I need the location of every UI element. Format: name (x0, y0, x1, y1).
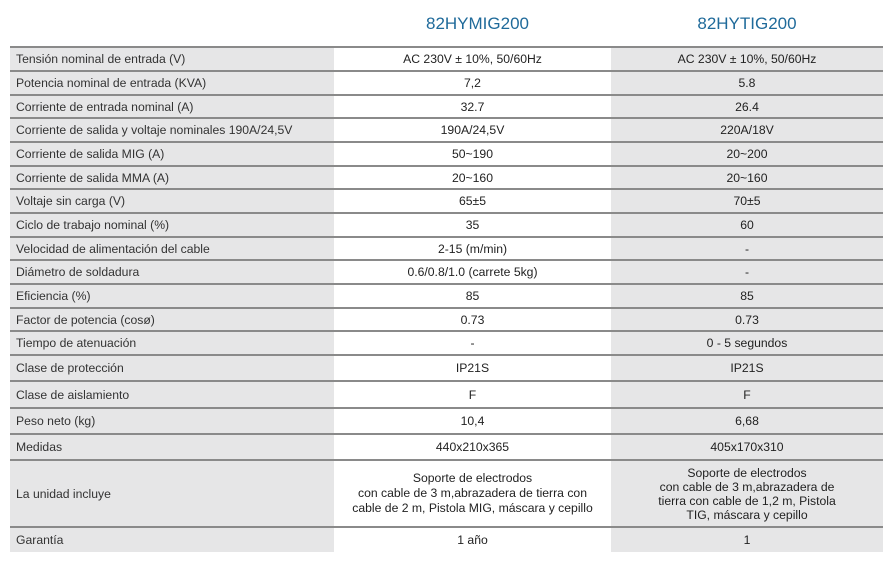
model-a-value: 1 año (334, 526, 611, 552)
model-b-value: - (611, 236, 883, 260)
model-a-value: - (334, 330, 611, 355)
model-b-value: 85 (611, 283, 883, 308)
table-row: Tiempo de atenuación -0 - 5 segundos (10, 330, 883, 355)
spec-label: Velocidad de alimentación del cable (10, 236, 334, 260)
model-b-heading: 82HYTIG200 (697, 14, 797, 33)
model-b-value: - (611, 259, 883, 284)
table-row: Ciclo de trabajo nominal (%) 35 60 (10, 212, 883, 237)
model-a-value: 20~160 (334, 165, 611, 189)
model-a-value: 440x210x365 (334, 433, 611, 460)
spec-label: Corriente de salida MIG (A) (10, 141, 334, 166)
spec-label: Clase de aislamiento (10, 380, 334, 408)
model-b-value: 20~200 (611, 141, 883, 166)
model-a-value: 35 (334, 212, 611, 237)
table-row: Clase de protección IP21S IP21S (10, 354, 883, 381)
spec-label: Medidas (10, 433, 334, 460)
model-a-value: 2-15 (m/min) (334, 236, 611, 260)
spec-label: Corriente de salida MMA (A) (10, 165, 334, 189)
model-a-value: 32.7 (334, 94, 611, 118)
value-line: con cable de 3 m,abrazadera de (659, 479, 835, 494)
value-line: Soporte de electrodos (412, 471, 533, 485)
model-a-value: F (334, 380, 611, 408)
model-a-value: IP21S (334, 354, 611, 381)
table-row: Clase de aislamiento F F (10, 380, 883, 408)
value-line: cable de 2 m, Pistola MIG, máscara y cep… (352, 501, 593, 515)
model-b-value: 20~160 (611, 165, 883, 189)
table-row: Corriente de salida y voltaje nominales … (10, 117, 883, 142)
model-b-value: 0 - 5 segundos (611, 330, 883, 355)
value-line: TIG, máscara y cepillo (686, 507, 808, 522)
table-row: Diámetro de soldadura 0.6/0.8/1.0 (carret… (10, 259, 883, 284)
model-a-value: 190A/24,5V (334, 117, 611, 142)
model-a-value: 85 (334, 283, 611, 308)
spec-label: Peso neto (kg) (10, 407, 334, 434)
model-b-value: 1 (611, 526, 883, 552)
model-b-value: AC 230V ± 10%, 50/60Hz (611, 46, 883, 71)
table-row: Corriente de entrada nominal (A) 32.7 26.4 (10, 94, 883, 118)
table-row: Peso neto (kg) 10,4 6,68 (10, 407, 883, 434)
model-b-value: 6,68 (611, 407, 883, 434)
model-a-value: 65±5 (334, 188, 611, 213)
model-b-value: 405x170x310 (611, 433, 883, 460)
model-b-value: 220A/18V (611, 117, 883, 142)
value-line: tierra con cable de 1,2 m, Pistola (658, 493, 836, 508)
model-b-value: IP21S (611, 354, 883, 381)
table-row: Velocidad de alimentación del cable 2-15 … (10, 236, 883, 260)
model-a-heading: 82HYMIG200 (426, 14, 529, 33)
table-row: Factor de potencia (cosø) 0.73 0.73 (10, 307, 883, 331)
model-b-value: Soporte de electrodos con cable de 3 m,ab… (611, 459, 883, 527)
table-row: Tensión nominal de entrada (V) AC 230V ± … (10, 46, 883, 71)
spec-label: Garantía (10, 526, 334, 552)
model-b-value: 5.8 (611, 70, 883, 95)
table-row: Corriente de salida MIG (A) 50~190 20~200 (10, 141, 883, 166)
model-a-value: 0.73 (334, 307, 611, 331)
table-row: Medidas 440x210x365 405x170x310 (10, 433, 883, 460)
model-a-value: AC 230V ± 10%, 50/60Hz (334, 46, 611, 71)
model-b-value: 70±5 (611, 188, 883, 213)
model-a-value: 7,2 (334, 70, 611, 95)
spec-label: Ciclo de trabajo nominal (%) (10, 212, 334, 237)
model-b-value: F (611, 380, 883, 408)
spec-label: Tiempo de atenuación (10, 330, 334, 355)
model-a-value: 0.6/0.8/1.0 (carrete 5kg) (334, 259, 611, 284)
spec-label: Voltaje sin carga (V) (10, 188, 334, 213)
value-line: con cable de 3 m,abrazadera de tierra co… (358, 486, 587, 500)
table-row: Potencia nominal de entrada (KVA) 7,2 5.8 (10, 70, 883, 95)
table-row: La unidad incluye Soporte de electrodos co… (10, 459, 883, 527)
spec-label: Corriente de entrada nominal (A) (10, 94, 334, 118)
spec-label: Potencia nominal de entrada (KVA) (10, 70, 334, 95)
spec-label: La unidad incluye (10, 459, 334, 527)
model-b-value: 60 (611, 212, 883, 237)
spec-label: Eficiencia (%) (10, 283, 334, 308)
spec-table: Tensión nominal de entrada (V) AC 230V ± … (10, 46, 883, 552)
table-row: Eficiencia (%) 85 85 (10, 283, 883, 308)
spec-label: Factor de potencia (cosø) (10, 307, 334, 331)
spec-label: Corriente de salida y voltaje nominales … (10, 117, 334, 142)
model-a-value: 50~190 (334, 141, 611, 166)
model-b-value: 0.73 (611, 307, 883, 331)
model-a-value: 10,4 (334, 407, 611, 434)
table-row: Voltaje sin carga (V) 65±5 70±5 (10, 188, 883, 213)
table-row: Corriente de salida MMA (A) 20~160 20~160 (10, 165, 883, 189)
spec-label: Tensión nominal de entrada (V) (10, 46, 334, 71)
model-a-value: Soporte de electrodos con cable de 3 m,ab… (334, 459, 611, 527)
model-b-value: 26.4 (611, 94, 883, 118)
spec-label: Clase de protección (10, 354, 334, 381)
spec-label: Diámetro de soldadura (10, 259, 334, 284)
value-line: Soporte de electrodos (687, 465, 807, 480)
table-row: Garantía 1 año 1 (10, 526, 883, 552)
